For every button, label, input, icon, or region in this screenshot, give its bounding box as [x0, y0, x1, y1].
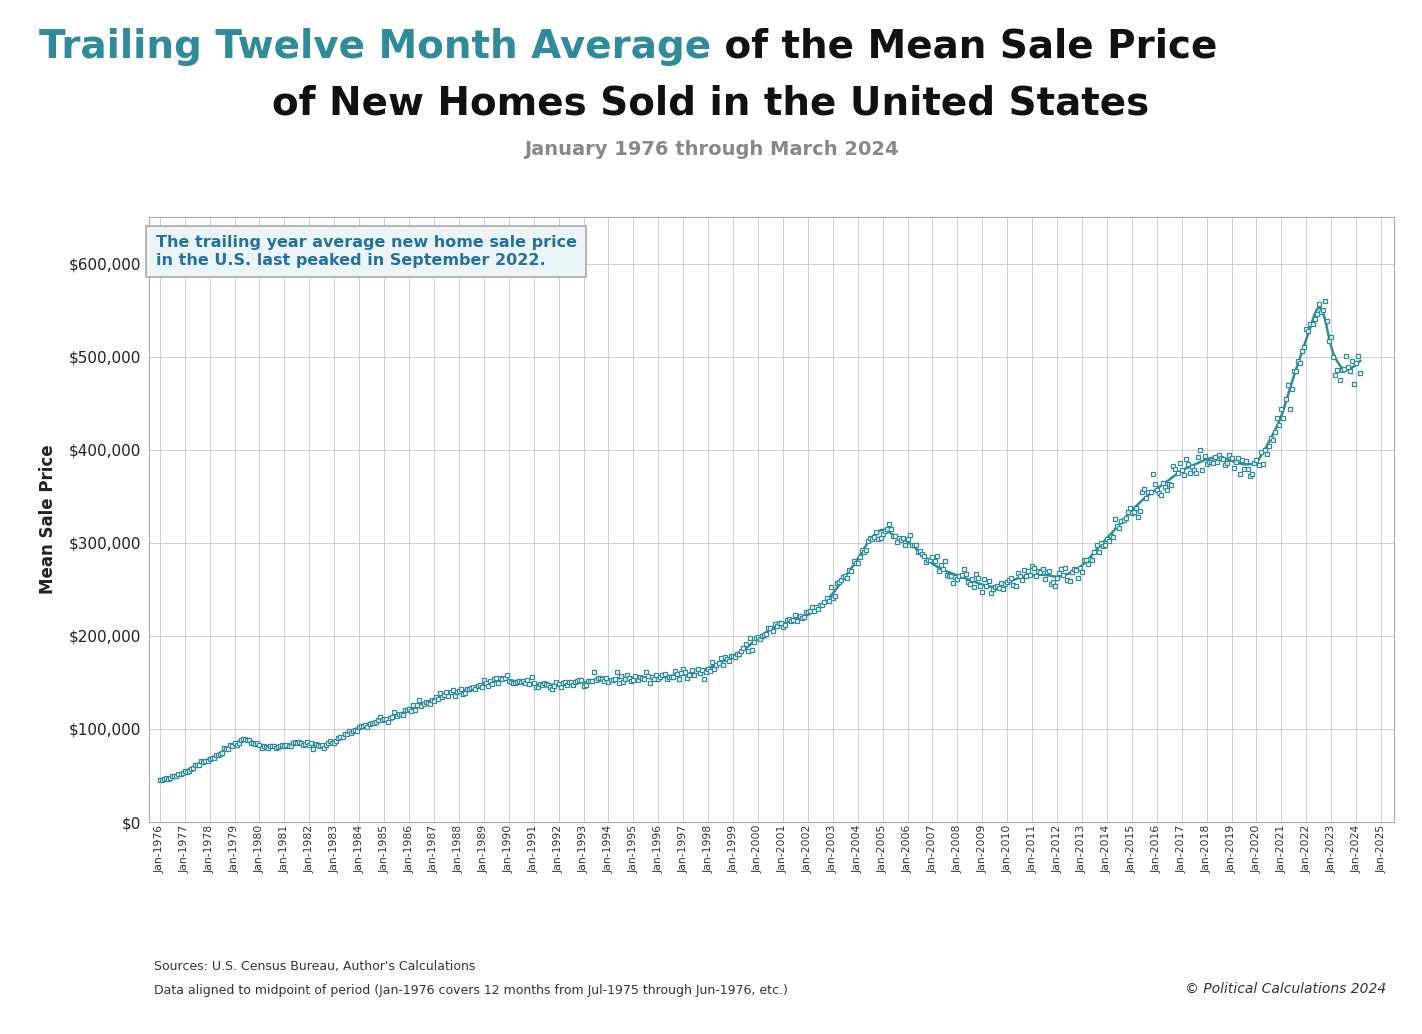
Text: Sources: U.S. Census Bureau, Author's Calculations: Sources: U.S. Census Bureau, Author's Ca…: [154, 960, 475, 973]
Text: © Political Calculations 2024: © Political Calculations 2024: [1185, 982, 1386, 997]
Text: Trailing Twelve Month Average: Trailing Twelve Month Average: [38, 28, 711, 65]
Text: January 1976 through March 2024: January 1976 through March 2024: [523, 141, 899, 159]
Text: of New Homes Sold in the United States: of New Homes Sold in the United States: [273, 85, 1149, 122]
Text: Data aligned to midpoint of period (Jan-1976 covers 12 months from Jul-1975 thro: Data aligned to midpoint of period (Jan-…: [154, 984, 788, 998]
Y-axis label: Mean Sale Price: Mean Sale Price: [40, 445, 57, 595]
Text: of the Mean Sale Price: of the Mean Sale Price: [711, 28, 1217, 65]
Text: The trailing year average new home sale price
in the U.S. last peaked in Septemb: The trailing year average new home sale …: [155, 236, 576, 268]
